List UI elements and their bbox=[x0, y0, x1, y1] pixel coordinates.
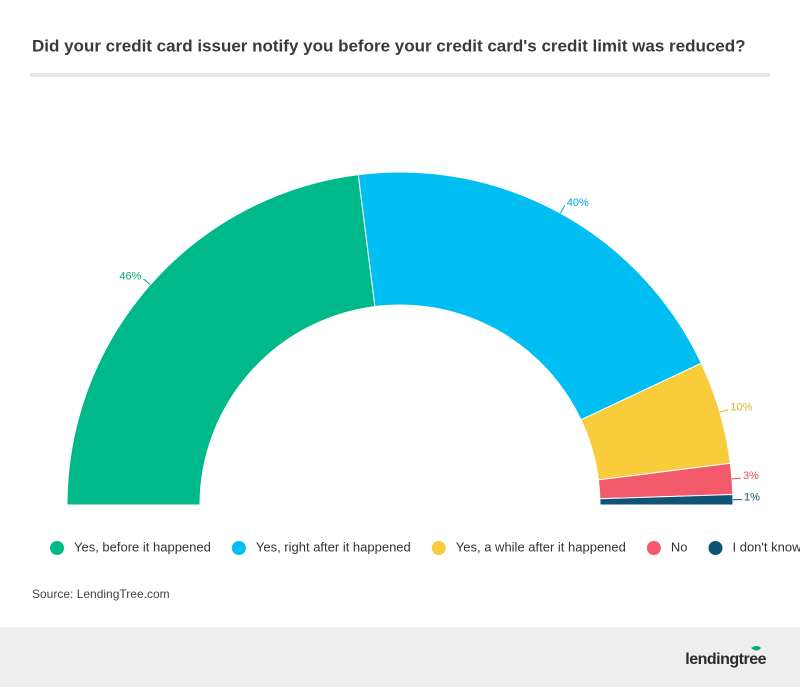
legend-label: Yes, a while after it happened bbox=[456, 539, 626, 554]
source: Source: LendingTree.com bbox=[32, 587, 170, 601]
legend-marker bbox=[432, 541, 446, 555]
data-label: 10% bbox=[730, 401, 752, 413]
brand-logo: lendingtree bbox=[685, 651, 766, 668]
legend-label: Yes, right after it happened bbox=[256, 539, 411, 554]
data-label: 46% bbox=[119, 271, 141, 283]
data-label: 1% bbox=[744, 492, 760, 504]
legend-label: Yes, before it happened bbox=[74, 539, 211, 554]
legend-marker bbox=[709, 541, 723, 555]
legend-label: No bbox=[671, 539, 688, 554]
legend-marker bbox=[50, 541, 64, 555]
title-rule bbox=[30, 73, 770, 77]
leader-line bbox=[732, 478, 741, 479]
data-label: 3% bbox=[743, 470, 759, 482]
chart-title: Did your credit card issuer notify you b… bbox=[32, 36, 746, 55]
data-label: 40% bbox=[567, 197, 589, 209]
footer bbox=[0, 627, 800, 687]
legend-label: I don't know bbox=[733, 539, 800, 554]
legend-marker bbox=[647, 541, 661, 555]
legend-marker bbox=[232, 541, 246, 555]
